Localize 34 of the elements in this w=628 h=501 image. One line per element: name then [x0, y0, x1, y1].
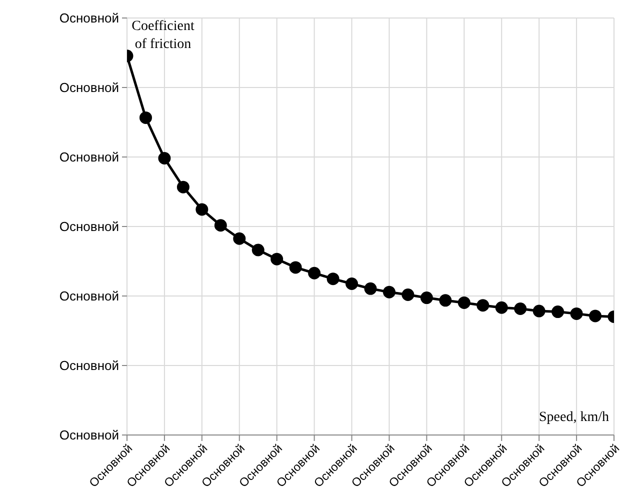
- point: [552, 306, 564, 318]
- point: [420, 292, 433, 304]
- point: [458, 296, 470, 309]
- point: [364, 282, 377, 295]
- point: [589, 310, 602, 322]
- point: [233, 232, 246, 245]
- point: [439, 294, 452, 307]
- text: Основной: [59, 150, 119, 165]
- y-axis-title: Coefficient of friction: [132, 19, 194, 52]
- point: [495, 301, 508, 314]
- point: [214, 219, 227, 232]
- text: Основной: [59, 428, 119, 443]
- point: [139, 111, 152, 124]
- text: Основной: [59, 219, 119, 234]
- point: [196, 203, 208, 216]
- point: [382, 286, 396, 298]
- text: Основной: [59, 10, 119, 26]
- point: [476, 299, 490, 312]
- text: Основной: [59, 288, 119, 304]
- point: [326, 272, 340, 286]
- text: Основной: [59, 358, 119, 374]
- text: Основной: [59, 80, 119, 96]
- point: [532, 304, 546, 318]
- point: [158, 152, 171, 165]
- point: [252, 244, 264, 256]
- point: [289, 261, 302, 274]
- point: [514, 302, 527, 316]
- point: [346, 277, 358, 290]
- point: [270, 252, 284, 266]
- point: [308, 266, 321, 280]
- point: [402, 288, 414, 301]
- point: [176, 180, 190, 194]
- x-axis-title: Speed, km/h: [539, 410, 609, 425]
- point: [570, 307, 583, 320]
